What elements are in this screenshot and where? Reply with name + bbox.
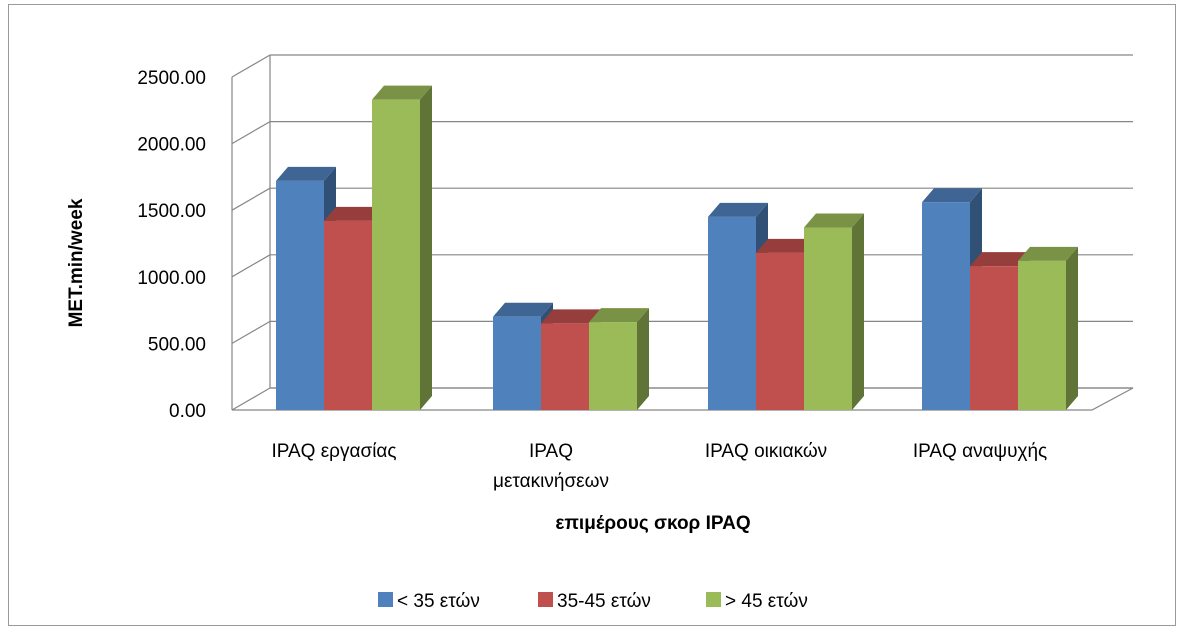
bar-top (708, 202, 768, 217)
bar-top (1018, 246, 1078, 261)
bar (589, 308, 649, 410)
bar (1018, 246, 1078, 410)
y-axis-title: MET.min/week (66, 198, 87, 327)
y-tick-label: 1500.00 (137, 201, 206, 222)
legend-swatch (378, 592, 393, 607)
legend-label: > 45 ετών (725, 591, 808, 612)
bar-side (637, 308, 649, 410)
bar-side (420, 85, 432, 411)
gridline-side (231, 54, 271, 78)
x-axis-title: επιμέρους σκορ IPAQ (555, 513, 750, 534)
bar-side (1066, 246, 1078, 410)
bar-front (541, 323, 589, 410)
gridline-side (231, 187, 271, 211)
bar-front (708, 216, 756, 410)
bar-top (970, 252, 1030, 267)
y-tick-label: 2000.00 (137, 135, 206, 156)
bar-front (922, 202, 970, 410)
floor-outline (232, 387, 1134, 411)
x-tick-label: IPAQ εργασίας (271, 441, 396, 462)
bar-front (493, 316, 541, 410)
x-tick-label: IPAQ αναψυχής (913, 441, 1047, 462)
bar-top (276, 166, 336, 181)
legend-item: 35-45 ετών (538, 591, 651, 612)
bar-front (589, 322, 637, 410)
legend-item: < 35 ετών (378, 591, 480, 612)
bar-front (324, 220, 372, 410)
bar-top (324, 206, 384, 221)
bar-front (276, 180, 324, 410)
y-tick-label: 1000.00 (137, 268, 206, 289)
bar-top (493, 302, 553, 317)
legend-label: 35-45 ετών (557, 591, 651, 612)
legend-label: < 35 ετών (397, 591, 480, 612)
bar-top (756, 238, 816, 253)
gridline-side (231, 320, 271, 344)
legend-swatch (706, 592, 721, 607)
y-tick-label: 0.00 (169, 401, 206, 422)
gridline-side (231, 254, 271, 278)
bar-front (756, 252, 804, 410)
bar-front (804, 227, 852, 410)
bar-front (970, 266, 1018, 410)
bar-top (372, 85, 432, 100)
bar-top (541, 309, 601, 324)
bar-side (852, 213, 864, 410)
bar-top (922, 188, 982, 203)
bar (493, 302, 553, 410)
legend-swatch (538, 592, 553, 607)
bar-front (1018, 260, 1066, 410)
bar-top (804, 213, 864, 228)
y-tick-label: 2500.00 (137, 68, 206, 89)
legend-item: > 45 ετών (706, 591, 808, 612)
gridline-side (231, 387, 271, 411)
gridline-side (231, 121, 271, 145)
bar (804, 213, 864, 410)
bar-front (372, 99, 420, 411)
bar-top (589, 308, 649, 323)
x-tick-label: IPAQ οικιακών (705, 441, 827, 462)
x-tick-label: IPAQ (529, 441, 573, 462)
x-tick-label: μετακινήσεων (493, 471, 609, 492)
y-tick-label: 500.00 (148, 334, 206, 355)
bar (372, 85, 432, 411)
